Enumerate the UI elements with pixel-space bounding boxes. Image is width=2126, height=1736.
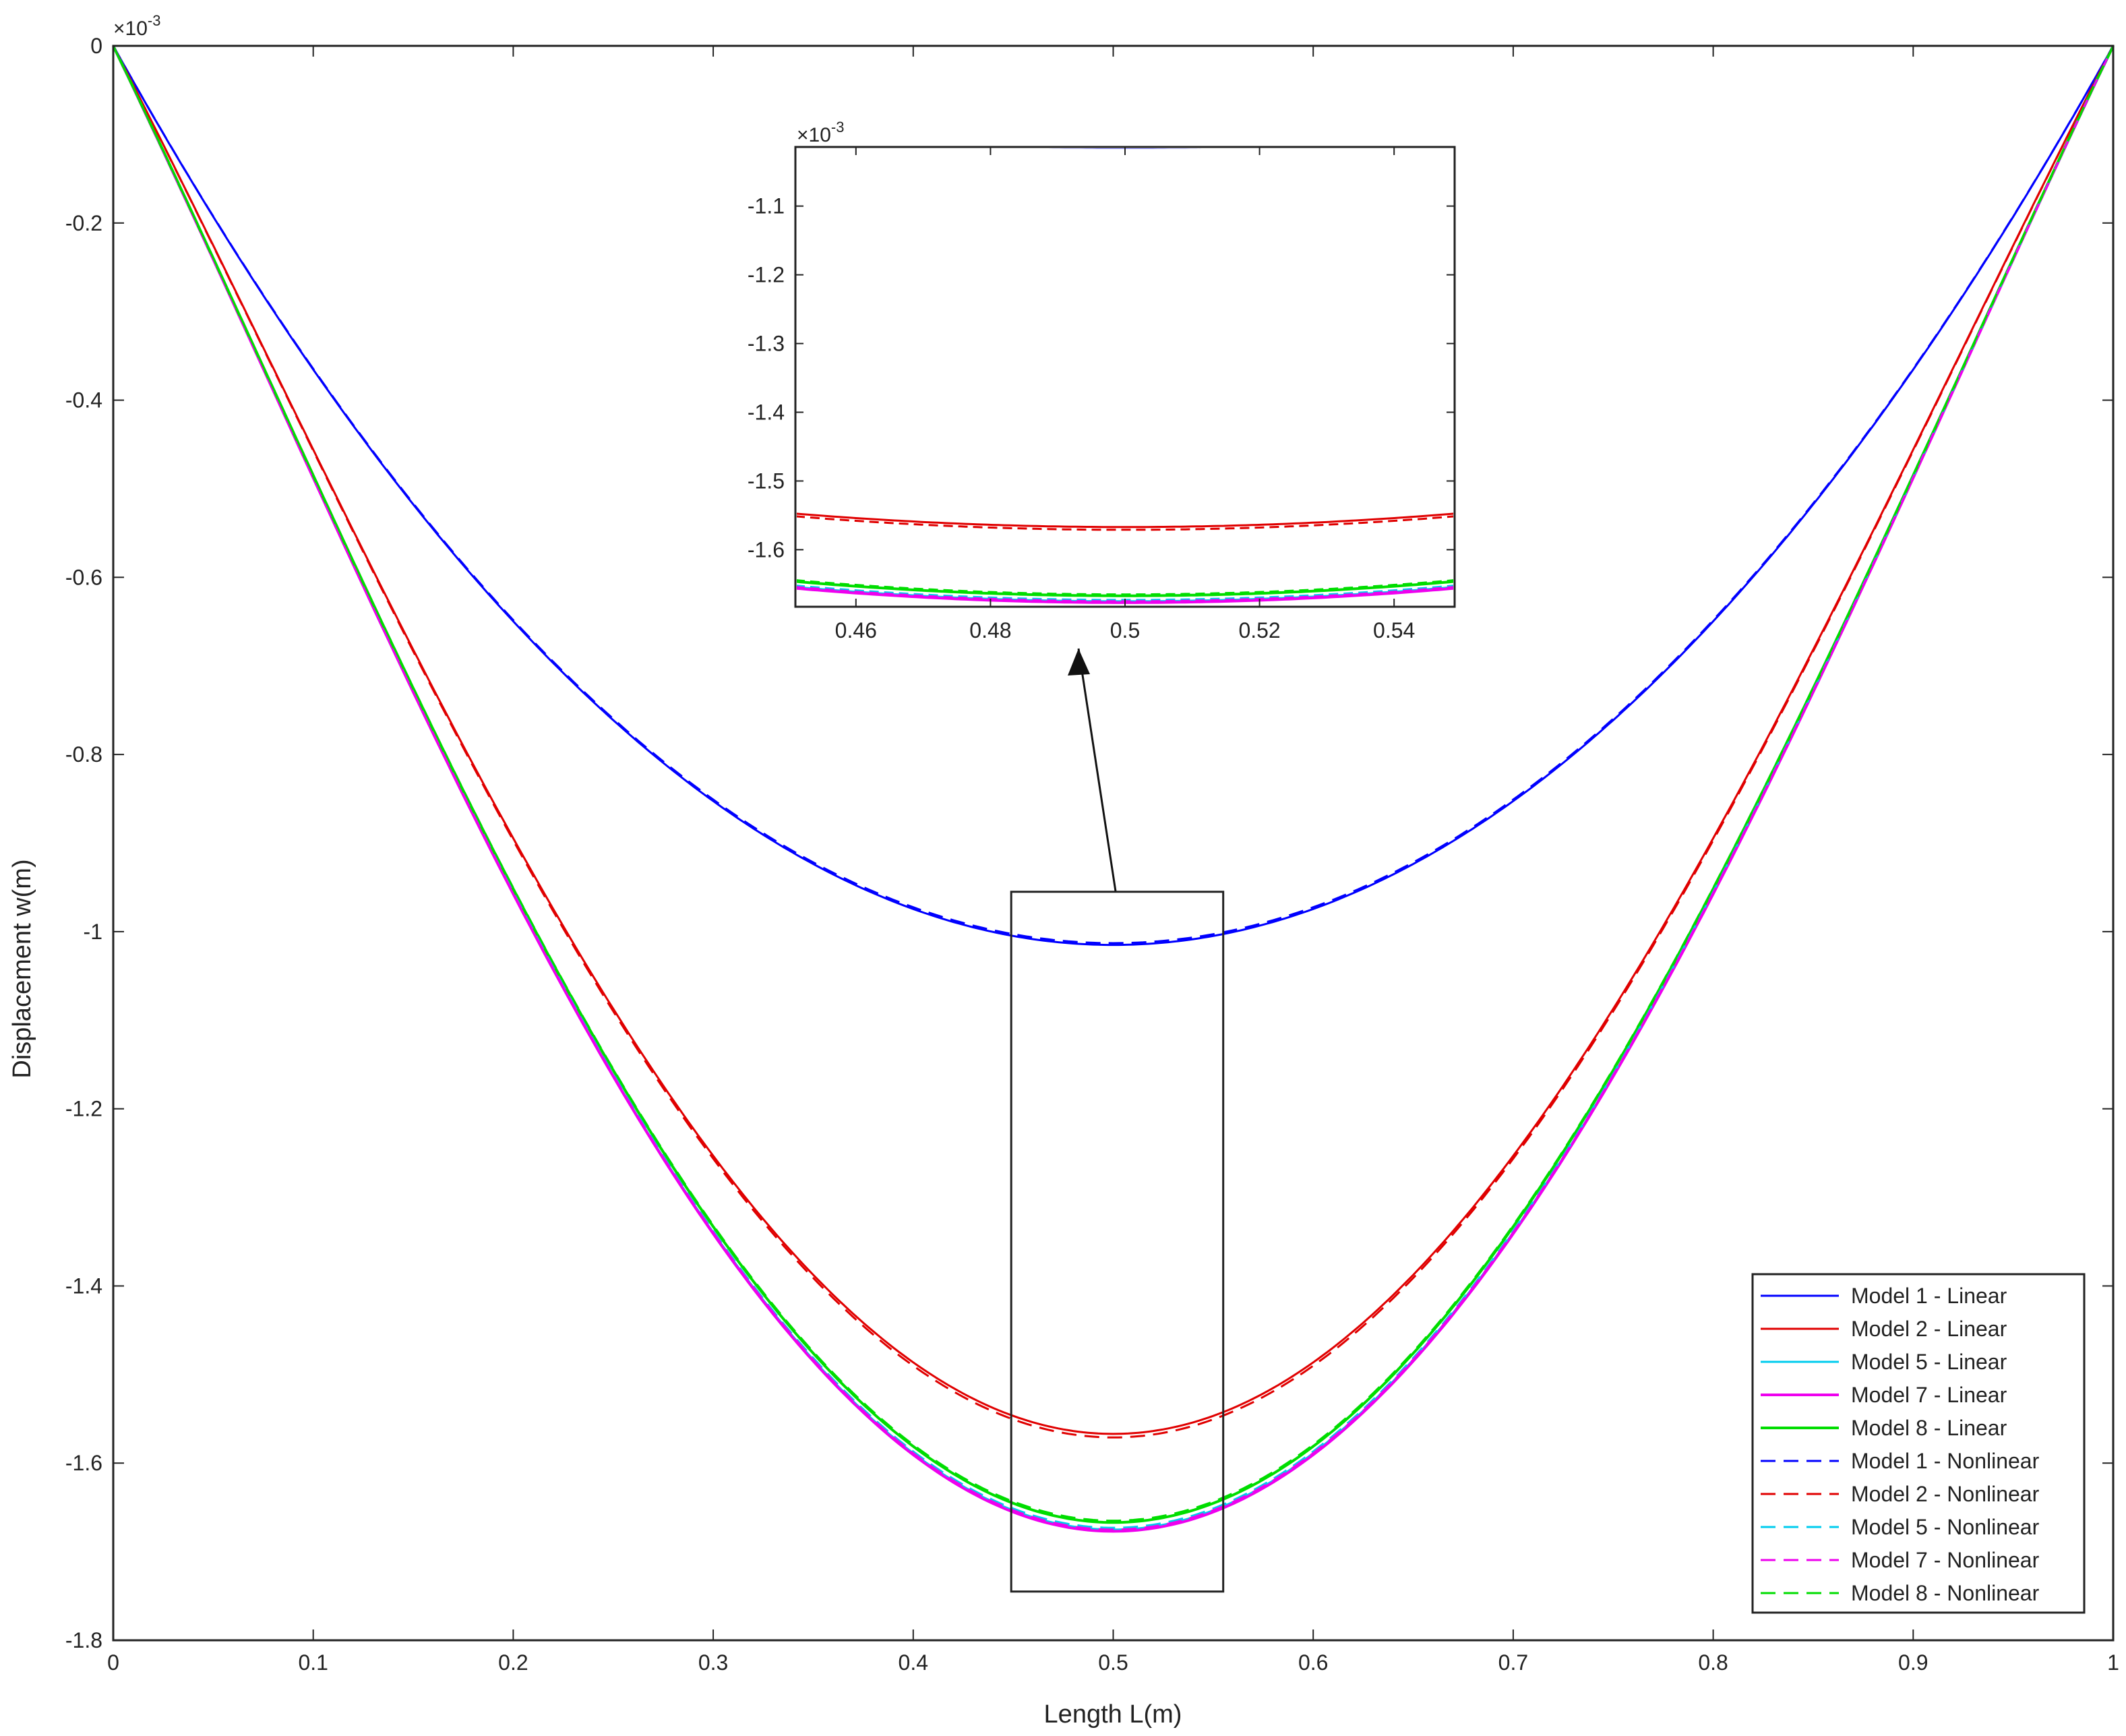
legend-box xyxy=(1751,1273,2086,1614)
x-tick-label: 0.8 xyxy=(1698,1650,1728,1675)
legend: Model 1 - Linear Model 2 - Linear Model 5 … xyxy=(1751,1273,2086,1614)
zoom-region-box xyxy=(1010,891,1225,1593)
y-tick-label: -0.4 xyxy=(65,388,102,413)
inset-x-tick-label: 0.48 xyxy=(969,618,1011,642)
x-tick-label: 0.7 xyxy=(1498,1650,1528,1675)
y-tick-label: -1.8 xyxy=(65,1628,102,1652)
zoom-arrow xyxy=(1077,648,1117,892)
series-line-7 xyxy=(112,45,2115,1439)
inset-y-tick-label: -1.6 xyxy=(748,537,785,562)
legend-label-3: Model 5 - Linear xyxy=(1851,1350,2007,1374)
x-tick-label: 0.5 xyxy=(1098,1650,1128,1675)
y-axis-label: Displacement w(m) xyxy=(8,859,36,1078)
y-tick-label: -0.8 xyxy=(65,742,102,767)
inset-series-line-10 xyxy=(797,579,1453,596)
y-tick-label: -0.6 xyxy=(65,565,102,589)
legend-label-9: Model 7 - Nonlinear xyxy=(1851,1548,2040,1572)
inset-y-tick-label: -1.2 xyxy=(748,263,785,287)
legend-label-7: Model 2 - Nonlinear xyxy=(1851,1482,2040,1506)
x-axis-label: Length L(m) xyxy=(1044,1700,1182,1729)
x-tick-label: 1 xyxy=(2107,1650,2119,1675)
y-tick-label: -1.2 xyxy=(65,1097,102,1121)
x-tick-label: 0.6 xyxy=(1298,1650,1328,1675)
main-series-group xyxy=(112,45,2115,1533)
x-tick-label: 0.1 xyxy=(298,1650,328,1675)
zoom-region-group xyxy=(1010,891,1225,1593)
series-line-10 xyxy=(112,45,2115,1522)
legend-items: Model 1 - Linear Model 2 - Linear Model 5 … xyxy=(1761,1284,2040,1605)
legend-label-6: Model 1 - Nonlinear xyxy=(1851,1449,2040,1473)
inset-background xyxy=(795,147,1455,607)
x-tick-label: 0.4 xyxy=(899,1650,928,1675)
legend-label-1: Model 1 - Linear xyxy=(1851,1284,2007,1308)
y-tick-label: 0 xyxy=(90,34,102,58)
inset-x-tick-label: 0.46 xyxy=(835,618,877,642)
inset-y-exponent: ×10-3 xyxy=(797,119,844,146)
x-tick-label: 0.9 xyxy=(1898,1650,1928,1675)
inset-series-line-7 xyxy=(797,515,1453,531)
legend-label-8: Model 5 - Nonlinear xyxy=(1851,1515,2040,1539)
x-tick-label: 0 xyxy=(107,1650,119,1675)
legend-label-2: Model 2 - Linear xyxy=(1851,1317,2007,1341)
main-y-exponent: ×10-3 xyxy=(113,12,160,40)
main-ticks-group: 0 0.1 0.2 0.3 0.4 0.5 0.6 0.7 0.8 0.9 1 0 -0.2 -0.4 -0… xyxy=(65,34,2119,1675)
inset-y-tick-label: -1.5 xyxy=(748,469,785,493)
inset-y-tick-label: -1.4 xyxy=(748,400,785,425)
legend-label-4: Model 7 - Linear xyxy=(1851,1383,2007,1407)
main-y-exponent-base: ×10 xyxy=(113,18,148,40)
inset-axes-frame xyxy=(794,146,1456,608)
main-axes-frame xyxy=(112,44,2115,1642)
zoom-arrow-head xyxy=(1068,649,1090,676)
inset-y-exponent-base: ×10 xyxy=(797,124,831,146)
inset-series-line-5 xyxy=(797,580,1453,597)
main-plot: 0 0.1 0.2 0.3 0.4 0.5 0.6 0.7 0.8 0.9 1 0 -0.2 -0.4 -0… xyxy=(8,12,2119,1729)
series-line-9 xyxy=(112,45,2115,1531)
x-tick-label: 0.2 xyxy=(498,1650,528,1675)
legend-label-10: Model 8 - Nonlinear xyxy=(1851,1581,2040,1605)
legend-label-5: Model 8 - Linear xyxy=(1851,1416,2007,1440)
y-tick-label: -1.4 xyxy=(65,1274,102,1298)
y-tick-label: -0.2 xyxy=(65,211,102,235)
inset-y-tick-label: -1.3 xyxy=(748,332,785,356)
series-line-6 xyxy=(112,45,2115,945)
x-tick-label: 0.3 xyxy=(698,1650,728,1675)
inset-plot: 0.46 0.48 0.5 0.52 0.54 -1.1 -1.2 -1.3 -1.4 -1.5 -… xyxy=(748,119,1456,642)
inset-y-tick-label: -1.1 xyxy=(748,194,785,218)
main-y-exponent-power: -3 xyxy=(148,12,161,29)
inset-ticks-group: 0.46 0.48 0.5 0.52 0.54 -1.1 -1.2 -1.3 -1.4 -1.5 -… xyxy=(748,147,1455,642)
y-tick-label: -1.6 xyxy=(65,1451,102,1475)
inset-y-exponent-power: -3 xyxy=(831,119,845,136)
inset-x-tick-label: 0.5 xyxy=(1110,618,1140,642)
y-tick-label: -1 xyxy=(84,920,102,944)
inset-x-tick-label: 0.54 xyxy=(1373,618,1415,642)
inset-x-tick-label: 0.52 xyxy=(1238,618,1280,642)
inset-series-line-2 xyxy=(797,512,1453,529)
